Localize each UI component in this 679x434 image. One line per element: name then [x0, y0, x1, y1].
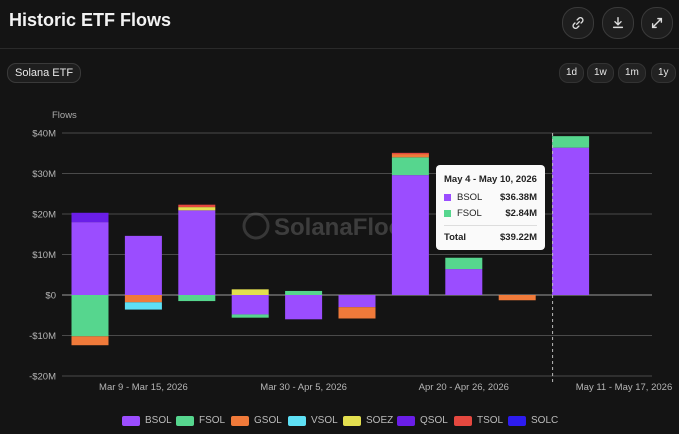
chart-legend: BSOL FSOL GSOL VSOL SOEZ QSOL TSOL SOLC	[0, 413, 679, 429]
bar-segment-bsol[interactable]	[71, 222, 109, 295]
legend-swatch	[397, 416, 415, 426]
y-axis-label: Flows	[52, 110, 77, 121]
tooltip-swatch	[444, 194, 451, 201]
bar-segment-qsol[interactable]	[71, 212, 109, 223]
tooltip-series-name: FSOL	[457, 208, 482, 219]
bar-segment-bsol[interactable]	[445, 269, 483, 295]
tooltip-row-bsol: BSOL $36.38M	[444, 192, 537, 204]
range-1y-button[interactable]: 1y	[651, 63, 676, 83]
legend-label: QSOL	[420, 415, 448, 426]
y-tick-label: $20M	[32, 210, 56, 221]
bar-segment-fsol[interactable]	[231, 314, 269, 318]
watermark-logo-icon	[242, 212, 270, 240]
legend-swatch	[288, 416, 306, 426]
bar-segment-bsol[interactable]	[285, 295, 323, 320]
legend-label: SOLC	[531, 415, 559, 426]
range-1w-button[interactable]: 1w	[587, 63, 614, 83]
y-tick-label: $40M	[32, 129, 56, 140]
legend-label: FSOL	[199, 415, 226, 426]
tooltip-total-value: $39.22M	[500, 232, 537, 243]
bar-segment-tsol[interactable]	[178, 204, 216, 208]
tooltip-divider	[444, 225, 537, 226]
legend-swatch	[122, 416, 140, 426]
legend-label: SOEZ	[366, 415, 394, 426]
flows-chart: Flows $40M $30M $20M $10M $0 -$10M -$20M Solan…	[29, 110, 672, 393]
bar-segment-bsol[interactable]	[338, 295, 376, 308]
tooltip-series-name: BSOL	[457, 192, 483, 203]
bar-segment-fsol[interactable]	[445, 257, 483, 270]
bar-segment-tsol[interactable]	[391, 152, 429, 155]
bar-segment-gsol[interactable]	[71, 336, 109, 346]
page-title: Historic ETF Flows	[9, 10, 172, 30]
bar-segment-fsol[interactable]	[285, 290, 323, 295]
bar-segment-vsol[interactable]	[124, 302, 162, 310]
legend-label: BSOL	[145, 415, 172, 426]
bar-segment-bsol[interactable]	[552, 147, 590, 295]
bar-segment-soez[interactable]	[178, 207, 216, 211]
range-1m-button[interactable]: 1m	[618, 63, 646, 83]
legend-label: TSOL	[477, 415, 504, 426]
x-tick-label: Mar 9 - Mar 15, 2026	[99, 382, 188, 393]
bar-segment-soez[interactable]	[231, 289, 269, 295]
bars	[71, 136, 590, 346]
expand-button[interactable]	[641, 7, 673, 39]
x-tick-label: May 11 - May 17, 2026	[576, 382, 672, 393]
bar-segment-fsol[interactable]	[552, 136, 590, 148]
legend-label: GSOL	[254, 415, 282, 426]
bar-segment-gsol[interactable]	[124, 295, 162, 303]
y-tick-label: $10M	[32, 250, 56, 261]
watermark-text: SolanaFloor	[274, 214, 413, 241]
header-divider	[0, 48, 679, 49]
bar-segment-bsol[interactable]	[391, 175, 429, 295]
y-tick-label: -$10M	[29, 331, 56, 342]
legend-swatch	[508, 416, 526, 426]
bar-segment-bsol[interactable]	[178, 210, 216, 295]
tooltip-total-row: Total $39.22M	[444, 232, 537, 244]
bar-segment-fsol[interactable]	[178, 295, 216, 302]
tooltip-series-value: $36.38M	[500, 192, 537, 203]
bar-segment-gsol[interactable]	[391, 154, 429, 158]
x-ticks: Mar 9 - Mar 15, 2026 Mar 30 - Apr 5, 2026…	[99, 382, 672, 393]
expand-icon	[651, 17, 663, 29]
bar-segment-fsol[interactable]	[71, 295, 109, 337]
header: Historic ETF Flows	[0, 0, 679, 46]
tooltip-series-value: $2.84M	[505, 208, 537, 219]
x-tick-label: Apr 20 - Apr 26, 2026	[419, 382, 509, 393]
y-tick-label: $30M	[32, 169, 56, 180]
y-tick-label: $0	[45, 291, 56, 302]
bar-segment-fsol[interactable]	[391, 157, 429, 176]
tooltip-title: May 4 - May 10, 2026	[444, 174, 537, 185]
link-button[interactable]	[562, 7, 594, 39]
download-button[interactable]	[602, 7, 634, 39]
bar-segment-gsol[interactable]	[498, 295, 536, 301]
watermark: SolanaFloor	[242, 212, 413, 241]
bar-segment-bsol[interactable]	[231, 295, 269, 315]
tooltip-row-fsol: FSOL $2.84M	[444, 208, 537, 220]
legend-swatch	[176, 416, 194, 426]
tooltip-swatch	[444, 210, 451, 217]
bar-segment-bsol[interactable]	[124, 235, 162, 295]
legend-swatch	[231, 416, 249, 426]
legend-swatch	[343, 416, 361, 426]
y-ticks: $40M $30M $20M $10M $0 -$10M -$20M	[29, 129, 56, 383]
legend-swatch	[454, 416, 472, 426]
tooltip-total-label: Total	[444, 232, 466, 243]
y-tick-label: -$20M	[29, 372, 56, 383]
download-icon	[612, 17, 624, 29]
x-tick-label: Mar 30 - Apr 5, 2026	[260, 382, 347, 393]
bar-segment-gsol[interactable]	[338, 307, 376, 319]
range-1d-button[interactable]: 1d	[559, 63, 585, 83]
tooltip: May 4 - May 10, 2026 BSOL $36.38M FSOL $…	[436, 165, 545, 250]
link-icon	[572, 16, 584, 30]
etf-filter-chip[interactable]: Solana ETF	[7, 63, 82, 83]
legend-label: VSOL	[311, 415, 338, 426]
